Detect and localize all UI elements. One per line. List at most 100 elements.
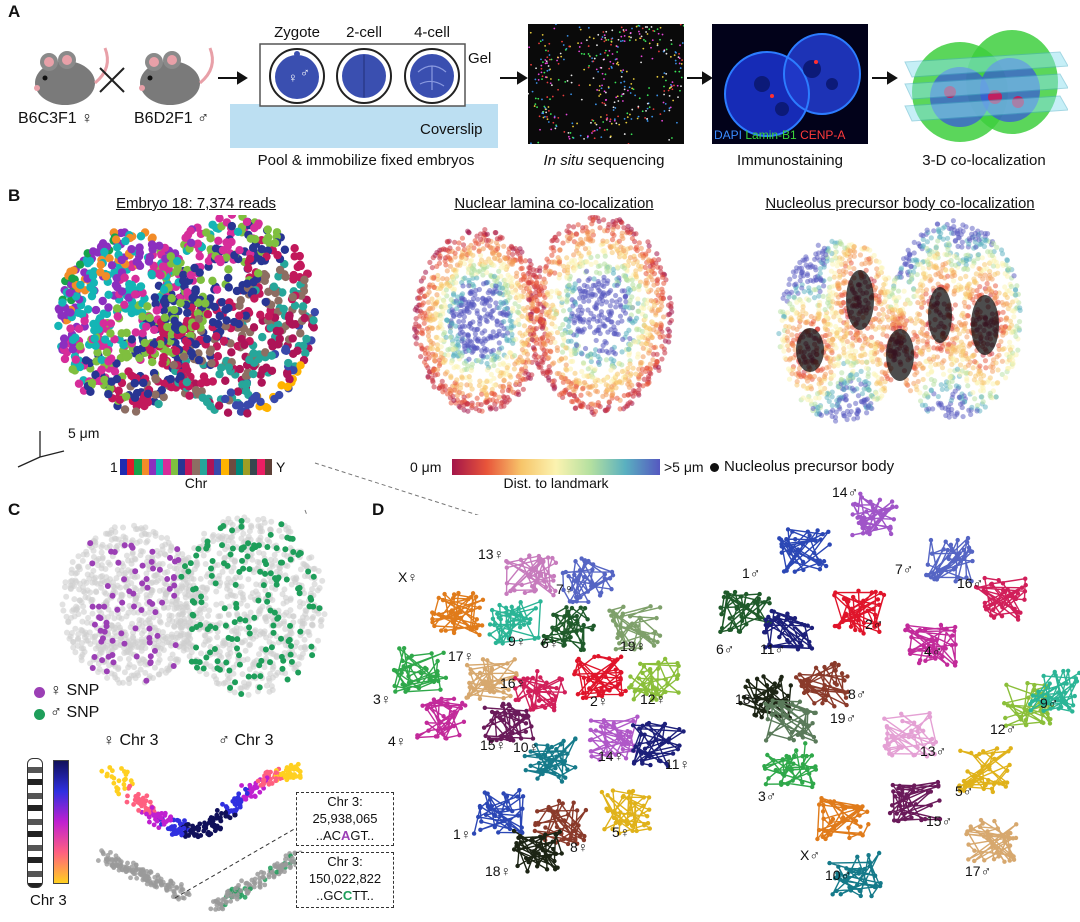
npb-read — [958, 284, 964, 290]
npb-read — [836, 268, 842, 274]
npb-read — [971, 276, 977, 282]
npb-read — [918, 294, 924, 300]
read-ball — [242, 379, 252, 388]
lamina-read — [494, 236, 500, 242]
lamina-read — [577, 288, 584, 294]
read-ball — [224, 283, 233, 292]
read-ball — [178, 325, 188, 334]
lamina-read — [638, 334, 644, 340]
lamina-read — [493, 406, 499, 412]
lamina-read — [647, 326, 653, 333]
read-ball — [194, 298, 203, 307]
lamina-read — [643, 270, 649, 277]
npb-read — [1010, 361, 1016, 367]
lamina-read — [496, 394, 502, 400]
read-ball — [110, 335, 119, 344]
lamina-read — [466, 356, 472, 362]
lamina-read — [559, 296, 565, 302]
read-ball — [96, 260, 105, 269]
read-ball — [236, 296, 245, 305]
read-ball — [235, 364, 245, 374]
lamina-read — [526, 280, 532, 286]
lamina-read — [425, 351, 431, 357]
read-ball — [68, 365, 77, 374]
read-ball — [214, 236, 223, 245]
lamina-read — [533, 283, 540, 289]
lamina-read — [589, 221, 595, 227]
npb-read — [923, 391, 929, 397]
lamina-read — [562, 388, 568, 394]
read-ball — [74, 324, 84, 334]
lamina-read — [659, 356, 665, 362]
npb-read — [960, 413, 966, 420]
read-ball — [93, 348, 102, 357]
lamina-read — [493, 288, 499, 294]
npb-read — [866, 256, 872, 262]
lamina-read — [610, 266, 617, 272]
read-ball — [202, 334, 212, 344]
lamina-read — [580, 385, 586, 391]
lamina-read — [644, 300, 650, 307]
npb-read — [987, 259, 994, 265]
npb-read — [823, 252, 829, 258]
lamina-read — [500, 332, 506, 338]
npb-read — [829, 402, 835, 409]
read-ball — [293, 346, 302, 355]
npb-read — [784, 310, 791, 316]
lamina-read — [625, 277, 631, 284]
read-ball — [223, 273, 233, 283]
read-ball — [59, 340, 68, 349]
read-ball — [176, 372, 185, 381]
read-ball — [227, 221, 237, 231]
npb-read — [970, 389, 976, 396]
npb-read — [1000, 309, 1006, 315]
read-ball — [249, 323, 259, 332]
npb-read — [880, 306, 886, 313]
lamina-read — [426, 355, 432, 361]
npb-read — [804, 271, 810, 277]
npb-read — [931, 264, 937, 270]
npb-read — [1007, 339, 1013, 345]
lamina-read — [578, 350, 584, 356]
lamina-read — [584, 259, 590, 265]
lamina-read — [572, 265, 579, 271]
npb-read — [944, 252, 950, 258]
lamina-read — [519, 358, 525, 364]
lamina-read — [572, 281, 578, 287]
npb-read — [787, 276, 793, 282]
npb-read — [841, 380, 848, 386]
lamina-read — [557, 271, 563, 278]
lamina-read — [505, 394, 511, 401]
lamina-read — [494, 318, 500, 325]
lamina-read — [582, 246, 589, 252]
lamina-read — [638, 360, 644, 366]
lamina-read — [622, 293, 628, 299]
lamina-read — [567, 307, 573, 313]
lamina-title: Nuclear lamina co-localization — [454, 195, 654, 212]
read-ball — [176, 298, 185, 308]
lamina-read — [488, 348, 494, 355]
lamina-read — [503, 371, 510, 377]
read-ball — [179, 352, 189, 361]
npb-read — [990, 381, 996, 387]
lamina-read — [521, 323, 528, 329]
lamina-read — [607, 303, 613, 309]
npb-read — [924, 239, 930, 245]
lamina-read — [427, 318, 434, 324]
lamina-read — [633, 231, 639, 237]
read-ball — [310, 307, 320, 317]
read-ball — [160, 297, 169, 306]
npb-read — [1016, 319, 1023, 325]
read-ball — [105, 254, 114, 263]
lamina-read — [666, 311, 673, 317]
lamina-read — [459, 368, 465, 374]
lamina-read — [434, 292, 440, 298]
lamina-read — [544, 333, 550, 339]
immunostaining-image — [712, 24, 868, 144]
npb-read — [833, 345, 839, 351]
lamina-read — [461, 407, 467, 413]
lamina-read — [469, 386, 475, 392]
lamina-read — [571, 313, 577, 319]
lamina-read — [569, 398, 575, 405]
lamina-read — [454, 311, 460, 318]
